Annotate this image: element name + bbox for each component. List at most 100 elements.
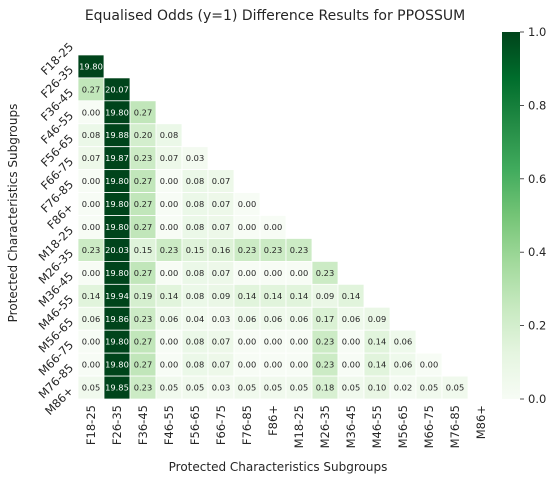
x-tick-label: F76-85	[240, 405, 254, 445]
x-axis-label: Protected Characteristics Subgroups	[169, 460, 388, 474]
cell-value-label: 0.07	[212, 222, 230, 232]
cell-value-label: 0.10	[368, 383, 386, 393]
x-tick-label: F66-75	[214, 405, 228, 445]
cell-value-label: 0.06	[238, 314, 256, 324]
cell-value-label: 0.06	[394, 337, 412, 347]
cell-value-label: 0.23	[316, 360, 334, 370]
cell-value-label: 0.00	[238, 337, 256, 347]
cell-value-label: 0.19	[134, 291, 152, 301]
cell-value-label: 0.27	[134, 268, 152, 278]
cell-value-label: 0.05	[160, 383, 178, 393]
cell-value-label: 0.14	[238, 291, 256, 301]
cell-value-label: 0.03	[212, 383, 230, 393]
y-axis-label: Protected Characteristics Subgroups	[6, 104, 20, 323]
cell-value-label: 20.07	[105, 84, 129, 94]
cell-value-label: 19.80	[105, 222, 129, 232]
cell-value-label: 0.05	[420, 383, 438, 393]
cell-value-label: 0.06	[160, 314, 178, 324]
cell-value-label: 0.00	[160, 268, 178, 278]
x-tick-label: F36-45	[136, 405, 150, 445]
cell-value-label: 0.07	[212, 268, 230, 278]
cell-value-label: 0.00	[160, 199, 178, 209]
cell-value-label: 0.16	[212, 245, 230, 255]
cell-value-label: 0.20	[134, 130, 152, 140]
cell-value-label: 0.06	[264, 314, 282, 324]
cell-value-label: 0.05	[82, 383, 100, 393]
heatmap-cell	[441, 375, 469, 400]
cell-value-label: 0.00	[238, 268, 256, 278]
cell-value-label: 0.00	[342, 360, 360, 370]
cell-value-label: 0.00	[290, 268, 308, 278]
cell-value-label: 0.23	[134, 383, 152, 393]
x-tick-label: M46-55	[370, 405, 384, 448]
cell-value-label: 0.23	[160, 245, 178, 255]
cell-value-label: 0.05	[186, 383, 204, 393]
cell-value-label: 0.00	[264, 360, 282, 370]
cell-value-label: 0.05	[290, 383, 308, 393]
cell-value-label: 0.27	[134, 337, 152, 347]
cell-value-label: 19.85	[105, 383, 129, 393]
cell-value-label: 0.00	[264, 268, 282, 278]
cell-value-label: 0.08	[82, 130, 100, 140]
x-axis-ticks: F18-25 F26-35 F36-45 F46-55 F56-65 F66-75 F76-…	[84, 405, 488, 448]
cell-value-label: 0.09	[316, 291, 334, 301]
cell-value-label: 0.23	[290, 245, 308, 255]
cell-value-label: 0.23	[82, 245, 100, 255]
x-tick-label: F18-25	[84, 405, 98, 445]
cell-value-label: 0.00	[82, 199, 100, 209]
colorbar-tick-label: 0.8	[528, 98, 546, 112]
cell-value-label: 0.08	[186, 222, 204, 232]
cell-value-label: 0.03	[186, 153, 204, 163]
cell-value-label: 0.18	[316, 383, 334, 393]
cell-value-label: 0.15	[186, 245, 204, 255]
cell-value-label: 0.00	[82, 107, 100, 117]
x-tick-label: M18-25	[292, 405, 306, 448]
x-tick-label: F26-35	[110, 405, 124, 445]
cell-value-label: 0.15	[134, 245, 152, 255]
cell-value-label: 19.80	[105, 337, 129, 347]
cell-value-label: 0.00	[290, 360, 308, 370]
cell-value-label: 19.80	[105, 199, 129, 209]
cell-value-label: 0.07	[212, 360, 230, 370]
x-tick-label: M26-35	[318, 405, 332, 448]
cell-value-label: 19.86	[105, 314, 129, 324]
colorbar-tick-label: 0.2	[528, 319, 546, 333]
cell-value-label: 0.00	[238, 222, 256, 232]
cell-value-label: 0.23	[316, 337, 334, 347]
cell-value-label: 0.08	[186, 291, 204, 301]
colorbar-tick-label: 0.0	[528, 392, 546, 406]
cell-value-label: 0.14	[368, 337, 386, 347]
cell-value-label: 0.08	[186, 337, 204, 347]
chart-title: Equalised Odds (y=1) Difference Results …	[85, 8, 465, 24]
cell-value-label: 19.80	[105, 360, 129, 370]
cell-value-label: 0.23	[264, 245, 282, 255]
cell-value-label: 0.08	[186, 176, 204, 186]
cell-value-label: 0.00	[160, 222, 178, 232]
cell-value-label: 0.03	[212, 314, 230, 324]
x-tick-label: F56-65	[188, 405, 202, 445]
cell-value-label: 0.02	[394, 383, 412, 393]
x-tick-label: M86+	[474, 405, 488, 439]
colorbar-tick-label: 0.4	[528, 245, 546, 259]
cell-value-label: 0.14	[160, 291, 178, 301]
cell-value-label: 0.14	[342, 291, 360, 301]
cell-value-label: 19.94	[105, 291, 129, 301]
cell-value-label: 20.03	[105, 245, 129, 255]
cell-value-label: 0.00	[420, 360, 438, 370]
colorbar	[502, 32, 520, 399]
cell-value-label: 0.00	[160, 360, 178, 370]
cell-value-label: 0.14	[82, 291, 100, 301]
cell-value-label: 0.23	[238, 245, 256, 255]
cell-value-label: 0.00	[290, 337, 308, 347]
cell-value-label: 0.27	[134, 199, 152, 209]
cell-value-label: 0.09	[212, 291, 230, 301]
cell-value-label: 0.00	[160, 337, 178, 347]
cell-value-label: 0.00	[82, 268, 100, 278]
x-tick-label: M66-75	[422, 405, 436, 448]
cell-value-label: 0.00	[238, 199, 256, 209]
colorbar-tick-label: 0.6	[528, 172, 546, 186]
cell-value-label: 0.17	[316, 314, 334, 324]
cell-value-label: 0.07	[212, 337, 230, 347]
cell-value-label: 0.14	[368, 360, 386, 370]
